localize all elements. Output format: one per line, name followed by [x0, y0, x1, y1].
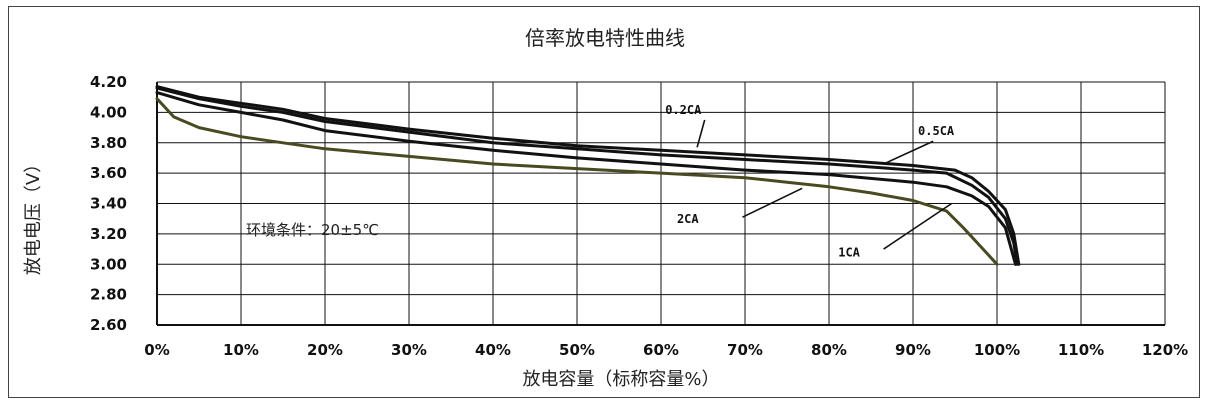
- y-tick-label: 3.60: [90, 164, 127, 182]
- x-tick-label: 70%: [727, 341, 763, 359]
- series-labels: 0.2CA 0.5CA 1CA 2CA: [665, 103, 955, 260]
- series-line-1ca: [155, 91, 1017, 266]
- y-axis-label: 放电电压（V）: [23, 155, 44, 275]
- x-tick-label: 80%: [811, 341, 847, 359]
- x-tick-label: 30%: [391, 341, 427, 359]
- y-tick-label: 3.00: [90, 255, 127, 273]
- leader-line-2ca: [742, 187, 803, 218]
- x-tick-label: 50%: [559, 341, 595, 359]
- x-tick-label: 110%: [1058, 341, 1104, 359]
- x-tick-label: 60%: [643, 341, 679, 359]
- annotation-environment: 环境条件：20±5℃: [246, 221, 379, 239]
- series-line-0-2ca: [155, 85, 1021, 266]
- x-tick-label: 100%: [974, 341, 1020, 359]
- series-label-0-5ca: 0.5CA: [918, 124, 955, 138]
- x-tick-label: 10%: [223, 341, 259, 359]
- leader-line-0-2ca: [696, 119, 706, 148]
- y-tick-label: 2.80: [90, 286, 127, 304]
- series-line-0-5ca: [155, 86, 1019, 266]
- rate-discharge-chart: 倍率放电特性曲线 4.20 4.00 3.80 3.60 3.40 3.20 3.00 2.8…: [23, 26, 1188, 390]
- y-axis-ticks: 4.20 4.00 3.80 3.60 3.40 3.20 3.00 2.80 2.60: [90, 73, 127, 334]
- series-line-2ca: [155, 97, 999, 266]
- series-label-1ca: 1CA: [838, 246, 860, 260]
- x-axis-ticks: 0% 10% 20% 30% 40% 50% 60% 70% 80% 90% 100% 110% 120…: [144, 341, 1188, 359]
- x-tick-label: 20%: [307, 341, 343, 359]
- chart-title: 倍率放电特性曲线: [525, 26, 685, 50]
- x-tick-label: 40%: [475, 341, 511, 359]
- x-tick-label: 90%: [895, 341, 931, 359]
- y-tick-label: 4.20: [90, 73, 127, 91]
- leader-line-0-5ca: [883, 140, 934, 165]
- series-label-0-2ca: 0.2CA: [665, 103, 702, 117]
- y-tick-label: 3.80: [90, 134, 127, 152]
- y-tick-label: 3.20: [90, 225, 127, 243]
- y-tick-label: 4.00: [90, 103, 127, 121]
- series-label-2ca: 2CA: [677, 212, 699, 226]
- leader-line-1ca: [883, 202, 953, 250]
- y-tick-label: 2.60: [90, 316, 127, 334]
- chart-frame: 倍率放电特性曲线 4.20 4.00 3.80 3.60 3.40 3.20 3.00 2.8…: [8, 6, 1200, 398]
- x-axis-label: 放电容量（标称容量%）: [522, 369, 719, 390]
- y-tick-label: 3.40: [90, 195, 127, 213]
- x-tick-label: 0%: [144, 341, 169, 359]
- x-tick-label: 120%: [1142, 341, 1188, 359]
- series-lines: [155, 85, 1021, 266]
